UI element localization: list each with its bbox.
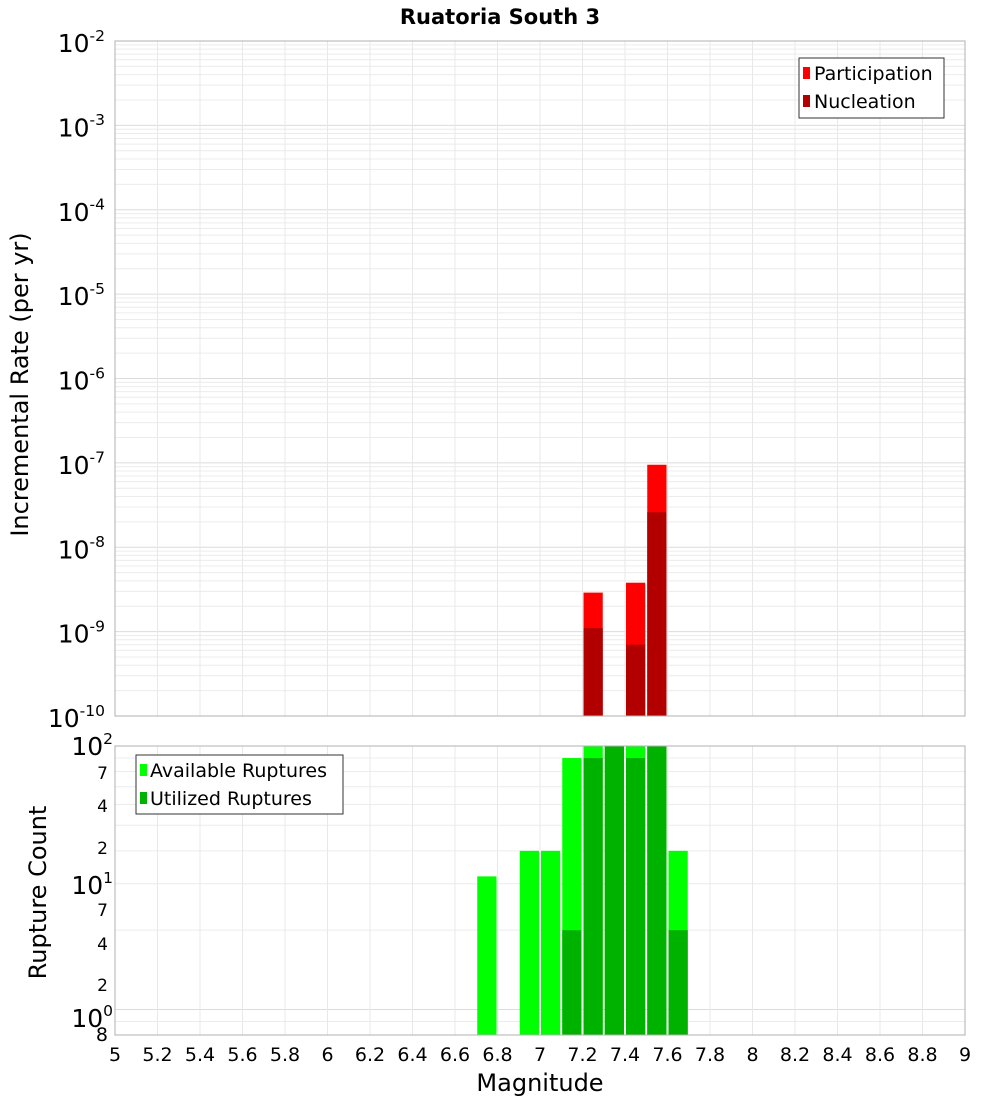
- legend-box: [798, 57, 945, 119]
- y-tick-label: 7: [97, 764, 108, 784]
- bar-available-ruptures: [519, 850, 539, 1035]
- x-tick-label: 5.8: [270, 1044, 300, 1066]
- bar-utilized-ruptures: [626, 758, 646, 1035]
- legend-swatch: [140, 764, 147, 776]
- chart-title: Ruatoria South 3: [400, 5, 600, 29]
- y-axis-label: Incremental Rate (per yr): [6, 232, 34, 536]
- y-axis-label: Rupture Count: [24, 806, 52, 980]
- y-tick-label: 2: [97, 839, 108, 859]
- x-tick-label: 8.6: [865, 1044, 895, 1066]
- x-tick-label: 7.2: [567, 1044, 597, 1066]
- y-tick-label: 10-9: [58, 617, 105, 648]
- legend-bottom: Available Ruptures Utilized Ruptures: [135, 754, 344, 815]
- y-tick-label: 8: [96, 1024, 108, 1046]
- x-tick-label: 6.4: [397, 1044, 427, 1066]
- x-tick-label: 5.2: [142, 1044, 172, 1066]
- bar-utilized-ruptures: [583, 758, 603, 1035]
- x-tick-label: 7.6: [652, 1044, 682, 1066]
- bar-nucleation: [583, 628, 603, 716]
- top-plot: 10-10 10-9 10-8 10-7 10-6 10-5 10-4 10-3 10-2 Inc…: [6, 27, 966, 733]
- x-tick-label: 6.8: [482, 1044, 512, 1066]
- legend-swatch: [803, 67, 810, 79]
- x-tick-label: 5: [109, 1044, 121, 1066]
- y-tick-label: 4: [97, 797, 108, 817]
- x-tick-label: 7.4: [610, 1044, 640, 1066]
- y-tick-label: 7: [97, 901, 108, 921]
- legend-swatch: [140, 792, 147, 804]
- x-tick-label: 7.8: [695, 1044, 725, 1066]
- y-tick-label: 10-10: [48, 702, 105, 733]
- y-tick-label: 100: [71, 1002, 113, 1033]
- bar-utilized-ruptures: [668, 930, 688, 1035]
- bar-nucleation: [647, 512, 667, 716]
- x-tick-label: 9: [959, 1044, 971, 1066]
- y-tick-label: 10-2: [58, 27, 105, 58]
- y-tick-label: 10-8: [58, 533, 105, 564]
- x-tick-label: 8.2: [780, 1044, 810, 1066]
- bar-utilized-ruptures: [647, 746, 667, 1035]
- bar-utilized-ruptures: [604, 746, 624, 1035]
- y-tick-label: 10-6: [58, 364, 105, 395]
- y-tick-label: 2: [97, 976, 108, 996]
- plot-frame: [114, 40, 966, 717]
- y-tick-label: 102: [71, 730, 113, 761]
- x-axis: 5 5.2 5.4 5.6 5.8 6 6.2 6.4 6.6 6.8 7 7.2 7.4 7.6 7.8 8…: [109, 1044, 971, 1097]
- y-tick-label: 10-3: [58, 111, 105, 142]
- x-tick-label: 6.6: [440, 1044, 470, 1066]
- legend-label: Available Ruptures: [150, 760, 327, 782]
- legend-label: Participation: [814, 63, 933, 85]
- bar-available-ruptures: [477, 876, 497, 1035]
- y-tick-label: 4: [97, 935, 108, 955]
- legend-swatch: [803, 95, 810, 107]
- x-tick-label: 8.8: [907, 1044, 937, 1066]
- plot-frame: [114, 745, 966, 1036]
- bar-utilized-ruptures: [562, 930, 582, 1035]
- bar-available-ruptures: [541, 850, 561, 1035]
- x-tick-label: 5.4: [185, 1044, 215, 1066]
- x-tick-label: 6.2: [355, 1044, 385, 1066]
- legend-label: Nucleation: [814, 91, 916, 113]
- y-tick-label: 10-4: [58, 196, 105, 227]
- y-tick-label: 10-7: [58, 449, 105, 480]
- x-tick-label: 8.4: [822, 1044, 852, 1066]
- y-tick-label: 10-5: [58, 280, 105, 311]
- x-tick-label: 7: [534, 1044, 546, 1066]
- legend-box: [135, 754, 344, 815]
- x-tick-label: 5.6: [227, 1044, 257, 1066]
- legend-top: Participation Nucleation: [798, 57, 945, 119]
- x-tick-label: 8: [746, 1044, 758, 1066]
- y-tick-label: 101: [71, 869, 113, 900]
- x-axis-label: Magnitude: [476, 1069, 603, 1097]
- bar-nucleation: [626, 644, 646, 716]
- x-tick-label: 6: [321, 1044, 333, 1066]
- legend-label: Utilized Ruptures: [150, 788, 312, 810]
